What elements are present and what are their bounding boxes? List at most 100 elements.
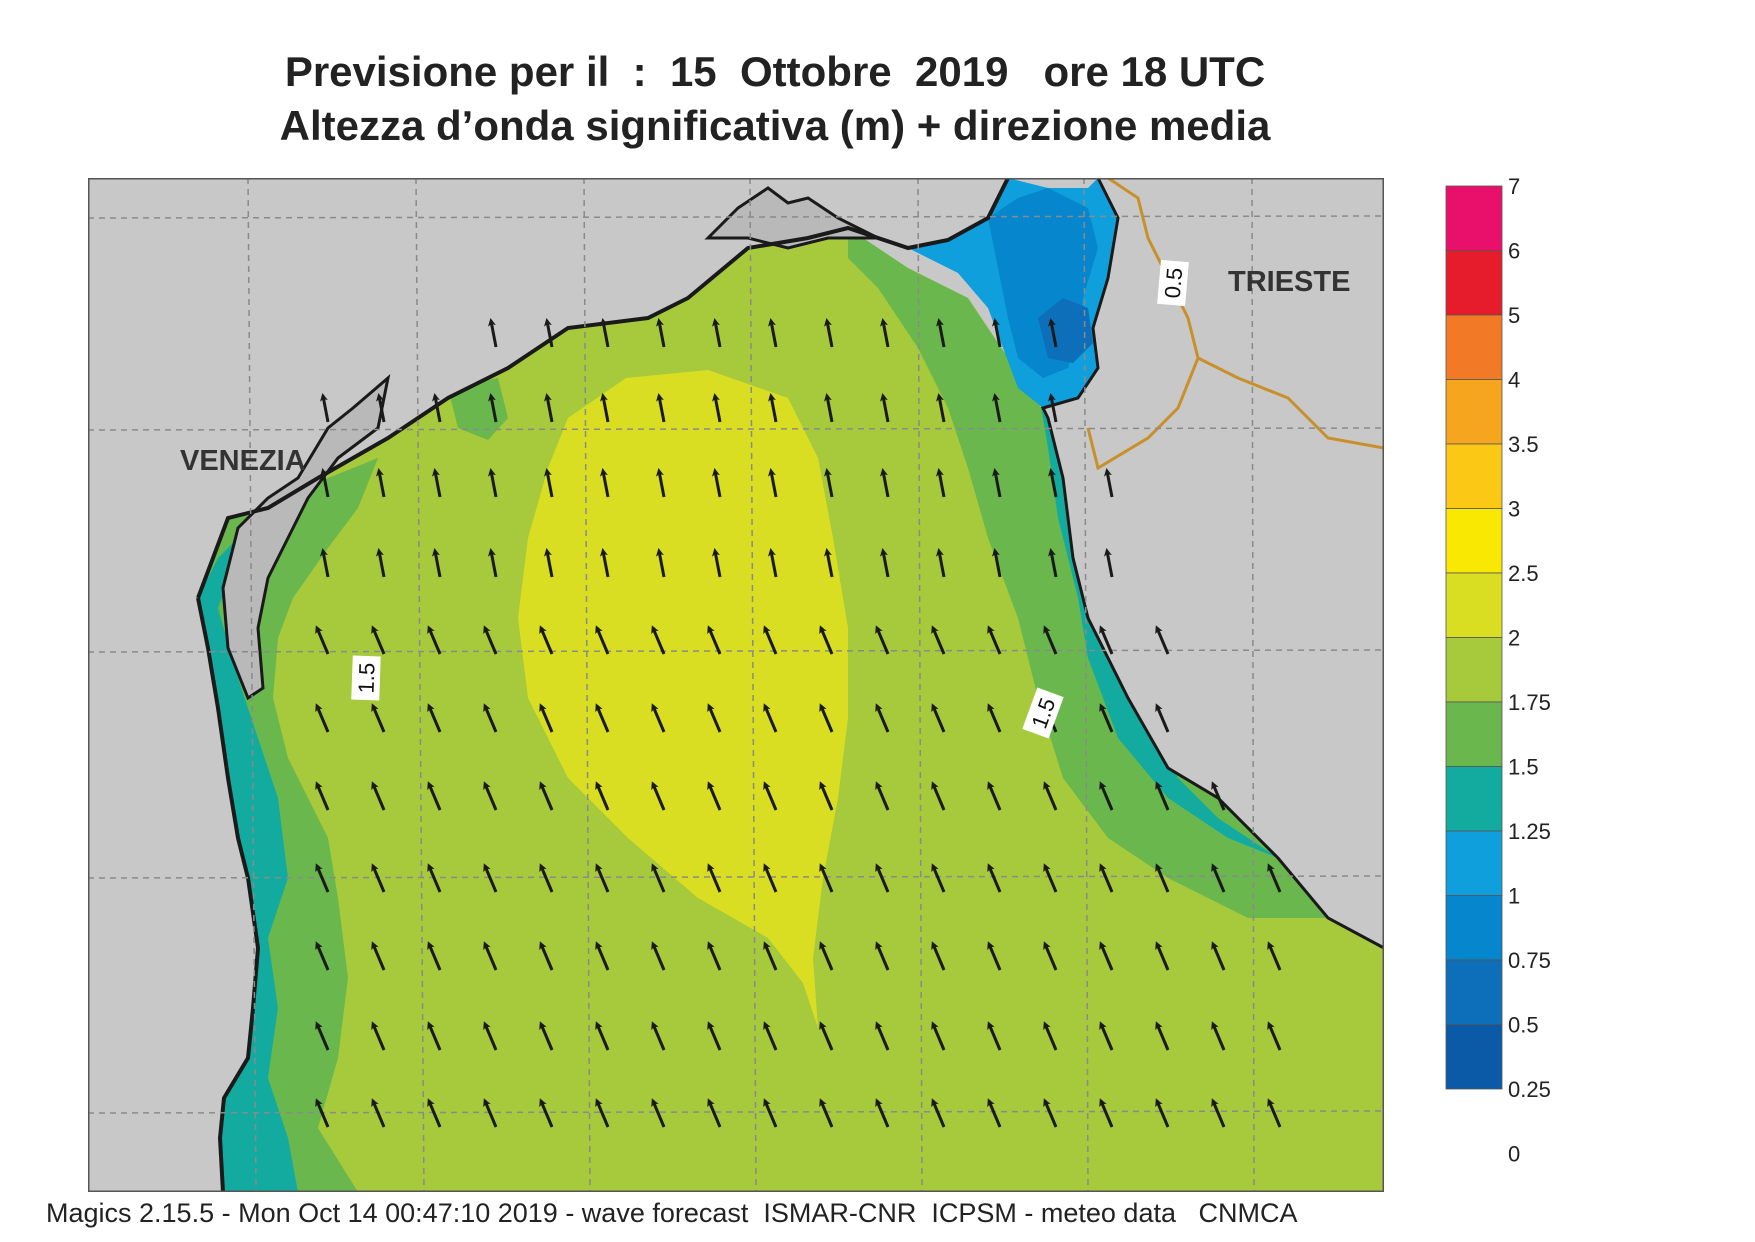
- wave-direction-arrow: [1099, 1098, 1114, 1128]
- wave-direction-arrow: [488, 393, 498, 423]
- wave-direction-arrow: [651, 863, 666, 893]
- legend-tick: 3.5: [1508, 432, 1539, 457]
- wave-direction-arrow: [1099, 941, 1114, 971]
- wave-direction-arrow: [539, 863, 554, 893]
- wave-direction-arrow: [763, 703, 778, 733]
- wave-direction-arrow: [992, 393, 1002, 423]
- wave-direction-arrow: [427, 863, 442, 893]
- legend-tick: 6: [1508, 239, 1520, 264]
- wave-direction-arrow: [656, 548, 666, 578]
- wave-direction-arrow: [931, 703, 946, 733]
- wave-direction-arrow: [595, 781, 610, 811]
- wave-direction-arrow: [320, 548, 330, 578]
- wave-direction-arrow: [987, 781, 1002, 811]
- legend-bin: [1445, 1024, 1503, 1090]
- wave-direction-arrow: [1099, 781, 1114, 811]
- wave-direction-arrow: [1099, 863, 1114, 893]
- legend-bin: [1445, 250, 1503, 316]
- wave-direction-arrow: [1043, 1098, 1058, 1128]
- wave-direction-arrow: [1104, 548, 1114, 578]
- wave-direction-arrow: [595, 703, 610, 733]
- wave-direction-arrow: [931, 863, 946, 893]
- wave-direction-arrow: [1155, 625, 1170, 655]
- wave-direction-arrow: [936, 393, 946, 423]
- wave-direction-arrow: [992, 548, 1002, 578]
- wave-direction-arrow: [539, 1021, 554, 1051]
- wave-direction-arrow: [483, 781, 498, 811]
- wave-direction-arrow: [488, 548, 498, 578]
- wave-direction-arrow: [824, 318, 834, 348]
- contour-label-west: 1.5: [351, 655, 381, 701]
- wave-height-map: VENEZIA TRIESTE 1.5 1.5 0.5: [88, 178, 1384, 1192]
- wave-direction-arrow: [1155, 1098, 1170, 1128]
- wave-direction-arrow: [1048, 393, 1058, 423]
- wave-direction-arrow: [1211, 1098, 1226, 1128]
- wave-direction-arrow: [600, 318, 610, 348]
- legend-tick: 0.75: [1508, 948, 1550, 973]
- wave-direction-arrow: [1048, 468, 1058, 498]
- wave-direction-arrow: [483, 941, 498, 971]
- wave-direction-arrow: [320, 393, 330, 423]
- legend-bin: [1445, 314, 1503, 380]
- wave-direction-arrow: [488, 468, 498, 498]
- wave-direction-arrow: [875, 781, 890, 811]
- wave-direction-arrow: [712, 393, 722, 423]
- wave-direction-arrow: [315, 863, 330, 893]
- wave-direction-arrow: [427, 1098, 442, 1128]
- contour-label-ne: 0.5: [1157, 259, 1189, 307]
- wave-direction-arrow: [651, 1021, 666, 1051]
- wave-direction-arrow: [656, 393, 666, 423]
- wave-direction-arrow: [427, 703, 442, 733]
- wave-direction-arrow: [824, 393, 834, 423]
- wave-direction-arrow: [371, 941, 386, 971]
- wave-direction-arrow: [544, 318, 554, 348]
- wave-direction-arrow: [931, 1021, 946, 1051]
- wave-direction-arrow: [936, 318, 946, 348]
- wave-direction-arrow: [768, 468, 778, 498]
- wave-direction-arrow: [819, 781, 834, 811]
- wave-direction-arrow: [819, 941, 834, 971]
- land-north-coast: [88, 178, 1384, 1192]
- coastline-north: [196, 178, 1010, 599]
- wave-direction-arrow: [427, 1021, 442, 1051]
- sea-field-1.25-1.5-east: [848, 228, 1328, 918]
- wave-direction-arrow: [544, 548, 554, 578]
- wave-direction-arrow: [992, 318, 1002, 348]
- wave-direction-arrow: [315, 781, 330, 811]
- legend-bin: [1445, 959, 1503, 1025]
- wave-direction-arrow: [875, 1098, 890, 1128]
- wave-direction-arrow: [651, 1098, 666, 1128]
- wave-direction-arrow: [936, 548, 946, 578]
- wave-direction-arrow: [824, 548, 834, 578]
- wave-direction-arrow: [651, 781, 666, 811]
- wave-direction-arrow: [987, 1098, 1002, 1128]
- svg-text:1.5: 1.5: [353, 662, 379, 693]
- sea-field-0-0.25: [1038, 298, 1093, 363]
- wave-direction-arrow: [1099, 1021, 1114, 1051]
- wave-direction-arrow: [880, 468, 890, 498]
- wave-direction-arrow: [595, 1098, 610, 1128]
- legend-bin: [1445, 379, 1503, 445]
- wave-direction-arrow: [656, 318, 666, 348]
- wave-direction-arrow: [376, 548, 386, 578]
- wave-direction-arrow: [651, 625, 666, 655]
- wave-direction-arrow: [875, 863, 890, 893]
- wave-direction-arrow: [1043, 863, 1058, 893]
- wave-direction-arrow: [539, 1098, 554, 1128]
- wave-direction-arrow: [712, 468, 722, 498]
- wave-direction-arrow: [987, 1021, 1002, 1051]
- wave-direction-arrow: [819, 1098, 834, 1128]
- wave-direction-arrow: [1155, 1021, 1170, 1051]
- wave-direction-arrows: [315, 318, 1282, 1128]
- legend-bin: [1445, 830, 1503, 896]
- wave-direction-arrow: [707, 781, 722, 811]
- legend-tick: 0.5: [1508, 1013, 1539, 1038]
- wave-direction-arrow: [1043, 941, 1058, 971]
- map-frame: [88, 178, 1384, 1192]
- wave-direction-arrow: [651, 703, 666, 733]
- legend-tick: 7: [1508, 174, 1520, 199]
- wave-direction-arrow: [1267, 1021, 1282, 1051]
- wave-direction-arrow: [763, 1021, 778, 1051]
- wave-direction-arrow: [656, 468, 666, 498]
- wave-direction-arrow: [1099, 703, 1114, 733]
